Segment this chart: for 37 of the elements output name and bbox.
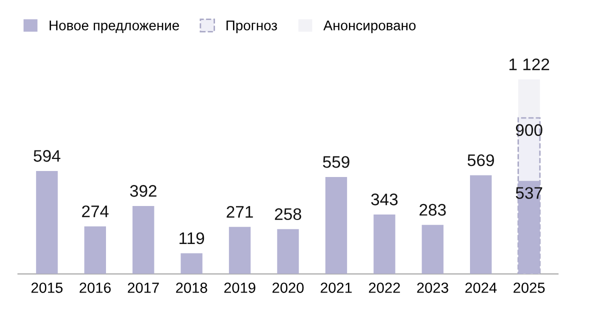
data-label: 392 (130, 185, 156, 197)
data-label: 900 (516, 124, 542, 136)
x-tick-label: 2022 (368, 282, 400, 293)
legend-label: Прогноз (226, 20, 278, 34)
data-label: 559 (322, 156, 350, 168)
x-tick-label: 2015 (31, 282, 63, 293)
x-tick-label: 2018 (176, 282, 208, 293)
legend-label: Анонсировано (323, 20, 416, 34)
x-tick-label: 2016 (80, 282, 111, 293)
data-label: 274 (82, 205, 109, 218)
x-tick-label: 2019 (224, 282, 256, 293)
bar (84, 226, 106, 274)
bar (132, 206, 154, 274)
x-tick-label: 2024 (465, 282, 497, 293)
bar (470, 175, 492, 274)
bar (180, 253, 202, 274)
x-tick-label: 2017 (128, 282, 159, 293)
data-label: 119 (180, 232, 204, 244)
bar (374, 214, 396, 274)
data-label: 1 122 (509, 58, 550, 70)
x-tick-label: 2025 (514, 282, 545, 293)
bar (36, 170, 58, 274)
bar (277, 229, 299, 274)
data-label: 258 (274, 208, 302, 220)
data-label: 594 (34, 150, 60, 162)
x-tick-label: 2023 (417, 282, 448, 293)
data-label: 283 (420, 204, 446, 216)
bar (325, 177, 348, 274)
bar (228, 226, 251, 274)
data-label: 537 (516, 187, 542, 199)
data-label: 569 (468, 154, 494, 166)
bar (422, 224, 444, 274)
data-label: 343 (371, 194, 398, 206)
x-tick-label: 2020 (272, 282, 304, 293)
x-tick-label: 2021 (320, 282, 352, 293)
legend-label: Новое предложение (50, 20, 179, 34)
data-label: 271 (226, 206, 253, 218)
